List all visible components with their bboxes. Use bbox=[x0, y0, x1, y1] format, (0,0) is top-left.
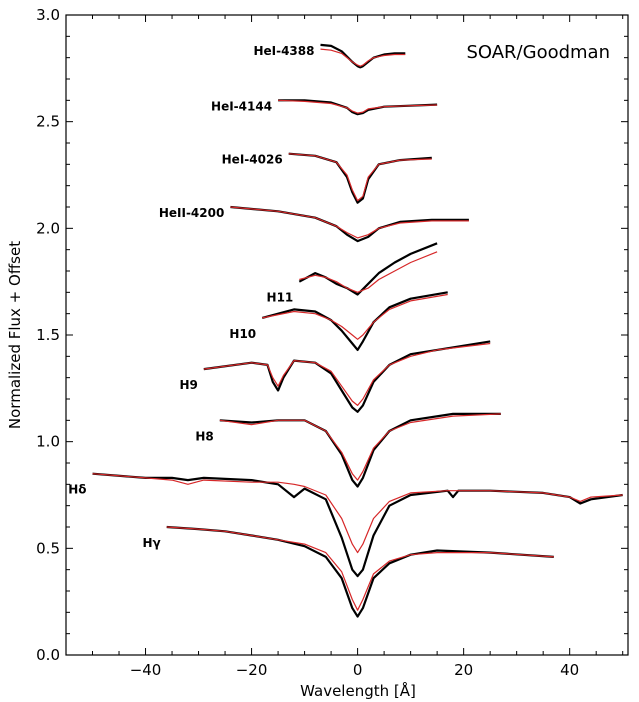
instrument-label: SOAR/Goodman bbox=[466, 42, 610, 63]
model-spectrum-H8 bbox=[219, 413, 501, 481]
series-label: Hδ bbox=[68, 483, 86, 497]
observed-spectrum-HeII-4200 bbox=[230, 205, 469, 243]
observed-spectrum-Hδ bbox=[92, 472, 623, 578]
axis-ticks: −40 −20 0 20 40 0.0 0.5 1.0 1.5 2.0 2.5 3.0 bbox=[36, 6, 628, 679]
y-tick-label: 2.5 bbox=[36, 113, 60, 131]
y-tick-label: 1.0 bbox=[36, 433, 60, 451]
series-label: H11 bbox=[267, 291, 294, 305]
plot-frame bbox=[65, 14, 629, 656]
observed-spectrum-HeI-4388 bbox=[320, 43, 406, 69]
observed-spectrum-H9 bbox=[203, 340, 491, 413]
y-tick-label: 0.5 bbox=[36, 539, 60, 557]
model-spectrum-Hδ bbox=[92, 473, 623, 554]
x-tick-label: 0 bbox=[353, 661, 363, 679]
model-spectrum-H11 bbox=[299, 251, 438, 293]
series-label: HeI-4144 bbox=[211, 99, 272, 113]
y-tick-label: 0.0 bbox=[36, 646, 60, 664]
line-labels: HeI-4388 HeI-4144 HeI-4026 HeII-4200 H11 H10 H… bbox=[68, 44, 314, 550]
x-tick-label: 40 bbox=[560, 661, 579, 679]
y-tick-label: 3.0 bbox=[36, 6, 60, 24]
model-spectrum-Hγ bbox=[166, 526, 554, 611]
model-spectrum-HeI-4144 bbox=[278, 99, 438, 114]
y-axis-title: Normalized Flux + Offset bbox=[6, 241, 24, 429]
series-label: H10 bbox=[229, 327, 256, 341]
observed-spectrum-H10 bbox=[261, 291, 448, 351]
plot-border bbox=[65, 14, 629, 656]
series-label: HeII-4200 bbox=[159, 206, 225, 220]
x-tick-label: 20 bbox=[454, 661, 473, 679]
model-spectrum-HeII-4200 bbox=[230, 206, 469, 239]
x-tick-label: −40 bbox=[130, 661, 162, 679]
model-spectrum-HeI-4388 bbox=[320, 48, 406, 67]
series-label: Hγ bbox=[143, 536, 161, 550]
model-spectrum-HeI-4026 bbox=[288, 153, 432, 202]
series-label: H8 bbox=[195, 429, 213, 443]
model-spectrum-H10 bbox=[262, 293, 448, 340]
series-label: HeI-4026 bbox=[222, 153, 283, 167]
series-label: HeI-4388 bbox=[253, 44, 314, 58]
series-layer bbox=[92, 43, 623, 618]
observed-spectrum-HeI-4026 bbox=[288, 152, 432, 204]
model-spectrum-H9 bbox=[203, 342, 491, 406]
x-tick-label: −20 bbox=[236, 661, 268, 679]
series-label: H9 bbox=[179, 378, 197, 392]
observed-spectrum-HeI-4144 bbox=[278, 99, 438, 116]
x-axis-title: Wavelength [Å] bbox=[300, 681, 416, 700]
observed-spectrum-H11 bbox=[298, 242, 438, 296]
y-tick-label: 1.5 bbox=[36, 326, 60, 344]
y-tick-label: 2.0 bbox=[36, 219, 60, 237]
